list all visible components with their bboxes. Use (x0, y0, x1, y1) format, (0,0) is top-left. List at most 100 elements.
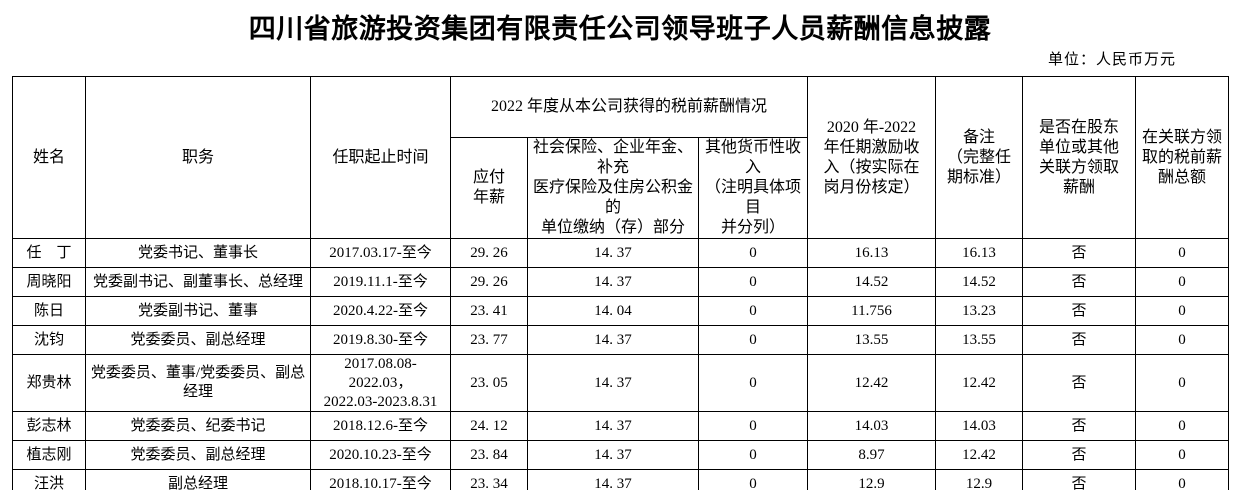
table-row: 陈日 党委副书记、董事 2020.4.22-至今 23. 41 14. 04 0… (12, 296, 1229, 326)
cell-annual-salary: 29. 26 (450, 238, 528, 268)
table-body: 任 丁 党委书记、董事长 2017.03.17-至今 29. 26 14. 37… (12, 238, 1229, 490)
cell-social-insurance: 14. 37 (527, 267, 699, 297)
table-row: 周晓阳 党委副书记、副董事长、总经理 2019.11.1-至今 29. 26 1… (12, 267, 1229, 297)
cell-incentive-income: 12.9 (807, 469, 936, 490)
cell-name: 汪洪 (12, 469, 86, 490)
cell-related-party-flag: 否 (1022, 267, 1136, 297)
table-row: 彭志林 党委委员、纪委书记 2018.12.6-至今 24. 12 14. 37… (12, 411, 1229, 442)
cell-related-party-flag: 否 (1022, 411, 1136, 442)
cell-other-income: 0 (698, 440, 808, 471)
cell-related-party-total: 0 (1135, 411, 1229, 442)
cell-term: 2019.8.30-至今 (310, 325, 451, 355)
cell-annual-salary: 23. 84 (450, 440, 528, 471)
cell-term: 2020.4.22-至今 (310, 296, 451, 326)
cell-annual-salary: 23. 34 (450, 469, 528, 490)
cell-social-insurance: 14. 37 (527, 353, 699, 413)
cell-related-party-total: 0 (1135, 440, 1229, 471)
cell-social-insurance: 14. 04 (527, 296, 699, 326)
header-related-party-total: 在关联方领 取的税前薪 酬总额 (1135, 76, 1229, 239)
header-position: 职务 (85, 76, 311, 239)
cell-position: 党委副书记、董事 (85, 296, 311, 326)
header-salary-2022-group: 2022 年度从本公司获得的税前薪酬情况 (450, 76, 808, 138)
header-annual-salary: 应付 年薪 (450, 137, 528, 239)
cell-annual-salary: 23. 77 (450, 325, 528, 355)
table-row: 植志刚 党委委员、副总经理 2020.10.23-至今 23. 84 14. 3… (12, 440, 1229, 471)
cell-related-party-total: 0 (1135, 267, 1229, 297)
cell-other-income: 0 (698, 238, 808, 268)
cell-other-income: 0 (698, 325, 808, 355)
cell-incentive-income: 11.756 (807, 296, 936, 326)
cell-related-party-total: 0 (1135, 296, 1229, 326)
cell-other-income: 0 (698, 411, 808, 442)
cell-term: 2018.10.17-至今 (310, 469, 451, 490)
cell-social-insurance: 14. 37 (527, 238, 699, 268)
cell-position: 副总经理 (85, 469, 311, 490)
table-row: 郑贵林 党委委员、董事/党委委员、副总 经理 2017.08.08-2022.0… (12, 353, 1229, 413)
cell-incentive-income: 13.55 (807, 325, 936, 355)
cell-remark: 13.23 (935, 296, 1023, 326)
cell-annual-salary: 23. 05 (450, 353, 528, 413)
cell-annual-salary: 24. 12 (450, 411, 528, 442)
cell-annual-salary: 23. 41 (450, 296, 528, 326)
cell-related-party-flag: 否 (1022, 238, 1136, 268)
cell-related-party-total: 0 (1135, 238, 1229, 268)
cell-related-party-flag: 否 (1022, 296, 1136, 326)
cell-social-insurance: 14. 37 (527, 411, 699, 442)
cell-social-insurance: 14. 37 (527, 469, 699, 490)
cell-name: 植志刚 (12, 440, 86, 471)
header-social-insurance: 社会保险、企业年金、补充 医疗保险及住房公积金的 单位缴纳（存）部分 (527, 137, 699, 239)
header-row-sub: 应付 年薪 社会保险、企业年金、补充 医疗保险及住房公积金的 单位缴纳（存）部分… (13, 137, 1229, 239)
cell-related-party-total: 0 (1135, 469, 1229, 490)
cell-remark: 16.13 (935, 238, 1023, 268)
cell-incentive-income: 14.52 (807, 267, 936, 297)
cell-social-insurance: 14. 37 (527, 325, 699, 355)
header-term: 任职起止时间 (310, 76, 451, 239)
header-name: 姓名 (12, 76, 86, 239)
cell-position: 党委委员、副总经理 (85, 325, 311, 355)
cell-related-party-flag: 否 (1022, 440, 1136, 471)
cell-remark: 14.03 (935, 411, 1023, 442)
cell-other-income: 0 (698, 296, 808, 326)
cell-term: 2017.08.08-2022.03， 2022.03-2023.8.31 (310, 353, 451, 413)
cell-position: 党委委员、纪委书记 (85, 411, 311, 442)
header-incentive-income: 2020 年-2022 年任期激励收 入（按实际在 岗月份核定） (807, 76, 936, 239)
cell-other-income: 0 (698, 469, 808, 490)
cell-position: 党委委员、董事/党委委员、副总 经理 (85, 353, 311, 413)
cell-incentive-income: 12.42 (807, 353, 936, 413)
cell-remark: 14.52 (935, 267, 1023, 297)
cell-remark: 13.55 (935, 325, 1023, 355)
cell-remark: 12.42 (935, 353, 1023, 413)
header-row-top: 姓名 职务 任职起止时间 2022 年度从本公司获得的税前薪酬情况 2020 年… (12, 76, 1229, 239)
table-row: 任 丁 党委书记、董事长 2017.03.17-至今 29. 26 14. 37… (12, 238, 1229, 268)
table-row: 沈钧 党委委员、副总经理 2019.8.30-至今 23. 77 14. 37 … (12, 325, 1229, 355)
header-other-income: 其他货币性收入 （注明具体项目 并分列） (698, 137, 808, 239)
table-row: 汪洪 副总经理 2018.10.17-至今 23. 34 14. 37 0 12… (12, 469, 1229, 490)
cell-related-party-total: 0 (1135, 325, 1229, 355)
cell-name: 任 丁 (12, 238, 86, 268)
cell-term: 2020.10.23-至今 (310, 440, 451, 471)
cell-term: 2017.03.17-至今 (310, 238, 451, 268)
cell-incentive-income: 8.97 (807, 440, 936, 471)
cell-remark: 12.42 (935, 440, 1023, 471)
unit-note: 单位：人民币万元 (1047, 52, 1176, 68)
header-remark: 备注 （完整任 期标准） (935, 76, 1023, 239)
cell-remark: 12.9 (935, 469, 1023, 490)
page-title: 四川省旅游投资集团有限责任公司领导班子人员薪酬信息披露 (248, 14, 992, 44)
cell-incentive-income: 16.13 (807, 238, 936, 268)
cell-related-party-flag: 否 (1022, 469, 1136, 490)
cell-term: 2019.11.1-至今 (310, 267, 451, 297)
salary-table: 姓名 职务 任职起止时间 2022 年度从本公司获得的税前薪酬情况 2020 年… (12, 76, 1229, 490)
cell-name: 陈日 (12, 296, 86, 326)
cell-social-insurance: 14. 37 (527, 440, 699, 471)
cell-position: 党委书记、董事长 (85, 238, 311, 268)
cell-other-income: 0 (698, 353, 808, 413)
cell-name: 沈钧 (12, 325, 86, 355)
cell-related-party-total: 0 (1135, 353, 1229, 413)
cell-position: 党委委员、副总经理 (85, 440, 311, 471)
cell-other-income: 0 (698, 267, 808, 297)
cell-term: 2018.12.6-至今 (310, 411, 451, 442)
header-related-party-flag: 是否在股东 单位或其他 关联方领取 薪酬 (1022, 76, 1136, 239)
cell-related-party-flag: 否 (1022, 353, 1136, 413)
cell-name: 周晓阳 (12, 267, 86, 297)
table-header: 姓名 职务 任职起止时间 2022 年度从本公司获得的税前薪酬情况 2020 年… (12, 76, 1229, 239)
